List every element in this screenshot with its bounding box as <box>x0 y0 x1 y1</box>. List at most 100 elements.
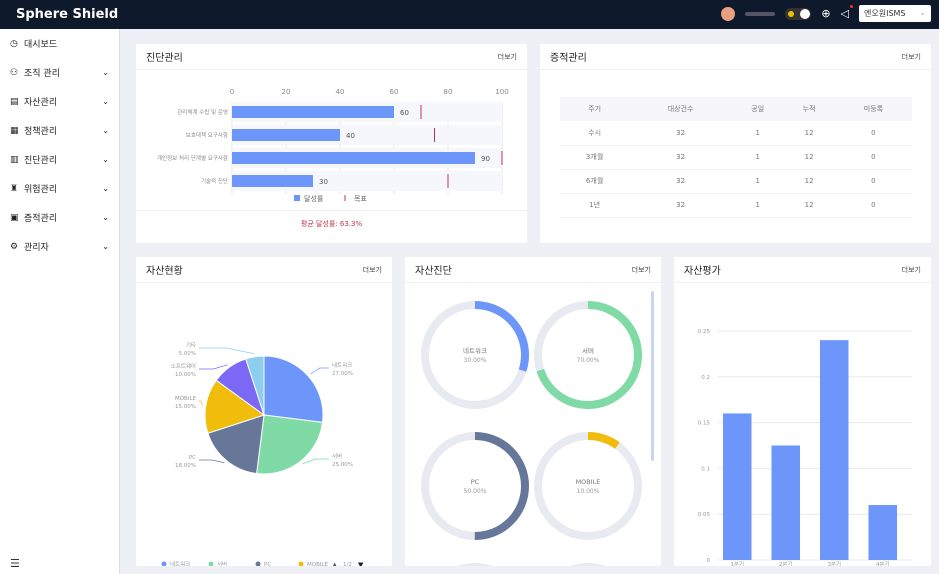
table-cell: 3개월 <box>560 145 630 170</box>
donut-label: 서버 <box>582 346 594 355</box>
sidebar-item-label: 증적관리 <box>24 214 58 224</box>
sidebar: ◷ 대시보드 ⚇ 조직 관리 ⌄ ▤ 자산관리 ⌄ ▦ 정책관리 ⌄ ▥ 진단관리 ⌄ ♜ 위험관리 ⌄ ▣ 증적관… <box>0 29 120 574</box>
table-row: 3개월 32 1 12 0 <box>560 145 912 170</box>
risk-icon: ♜ <box>10 183 19 194</box>
chevron-down-icon: ⌄ <box>102 97 109 106</box>
scrollbar[interactable] <box>651 291 654 461</box>
sidebar-item[interactable]: ⚇ 조직 관리 ⌄ <box>0 58 119 87</box>
gear-icon: ⚙ <box>10 241 19 252</box>
sidebar-item-label: 진단관리 <box>24 156 58 166</box>
legend-label: MOBILE <box>307 562 329 566</box>
x-tick-label: 20 <box>282 88 291 96</box>
table-cell: 12 <box>783 145 835 170</box>
legend-label: 네트워크 <box>170 560 190 566</box>
user-avatar[interactable] <box>721 6 736 21</box>
legend-swatch <box>298 561 304 566</box>
sidebar-item-label: 대시보드 <box>24 40 58 50</box>
collapse-sidebar-icon[interactable]: ☰ <box>10 557 20 570</box>
sidebar-item-label: 조직 관리 <box>24 69 60 79</box>
table-cell: 0 <box>834 145 912 170</box>
pie-slice <box>245 355 265 416</box>
table-cell: 32 <box>629 121 732 146</box>
pie-slice <box>256 414 324 475</box>
evidence-card: 증적관리 더보기 주기 대상건수 공일 누적 미등록 수시 32 1 12 0 3개월 32 1 12 0 6개… <box>540 44 931 243</box>
sidebar-item[interactable]: ▤ 자산관리 ⌄ <box>0 87 119 116</box>
legend-label: 목표 <box>354 195 367 203</box>
sidebar-item[interactable]: ♜ 위험관리 ⌄ <box>0 174 119 203</box>
card-title: 자산진단 <box>415 266 452 277</box>
table-cell: 1 <box>731 193 784 218</box>
donut-value: 70.00% <box>577 357 600 364</box>
leader-line <box>199 347 255 355</box>
x-tick-label: 60 <box>390 88 399 96</box>
asset-diag-card: 자산진단 더보기 네트워크 30.00% 서버 70.00% PC 50.00% MOBILE… <box>405 257 661 566</box>
more-button[interactable]: 더보기 <box>631 265 651 274</box>
chevron-down-icon: ⌄ <box>102 126 109 135</box>
sidebar-item[interactable]: ⚙ 관리자 ⌄ <box>0 232 119 261</box>
asset-eval-card: 자산평가 더보기 0 0.05 0.1 0.15 0.2 0.25 1분기 2분기 3분기 4분기 <box>674 257 931 566</box>
x-tick-label: 100 <box>495 88 508 96</box>
app-logo[interactable]: Sphere Shield <box>16 7 119 22</box>
y-tick-label: 0.15 <box>698 421 711 427</box>
more-button[interactable]: 더보기 <box>901 52 921 61</box>
bar <box>771 445 800 560</box>
x-tick-label: 4분기 <box>876 560 890 566</box>
column-header: 대상건수 <box>629 97 732 121</box>
asset-status-card: 자산현황 더보기 네트워크 27.00% 서버 25.00% PC 18.00% MOBILE… <box>136 257 392 566</box>
table-row: 1년 32 1 12 0 <box>560 193 912 218</box>
table-cell: 0 <box>834 193 912 218</box>
org-select[interactable]: 엔오원ISMS ⌄ <box>859 5 931 22</box>
sidebar-item[interactable]: ◷ 대시보드 <box>0 29 119 58</box>
diag-card: 진단관리 더보기 0 20 40 60 80 100 관리체계 수립 및 운영 60 보호대책 요… <box>136 44 527 243</box>
table-row: 6개월 32 1 12 0 <box>560 169 912 194</box>
notification-icon[interactable]: ◁ <box>841 5 853 20</box>
table-cell: 32 <box>629 145 732 170</box>
diagnosis-icon: ▥ <box>10 154 19 165</box>
y-tick-label: 0.25 <box>698 329 711 335</box>
table-cell: 1 <box>731 121 784 146</box>
x-tick-label: 0 <box>230 88 234 96</box>
donut-label: 네트워크 <box>463 346 487 355</box>
y-tick-label: 0.05 <box>698 512 711 518</box>
asset-eval-chart: 0 0.05 0.1 0.15 0.2 0.25 1분기 2분기 3분기 4분기 <box>698 329 912 566</box>
table-cell: 32 <box>629 193 732 218</box>
theme-toggle[interactable] <box>785 7 812 20</box>
leader-line <box>199 400 204 406</box>
org-icon: ⚇ <box>10 67 19 78</box>
y-tick-label: 관리체계 수립 및 운영 <box>177 108 228 116</box>
slice-label: PC <box>189 455 196 461</box>
legend-page: 1/2 <box>343 562 352 566</box>
legend-label: PC <box>264 562 271 566</box>
policy-icon: ▦ <box>10 125 19 136</box>
evidence-icon: ▣ <box>10 212 19 223</box>
donut-arc <box>421 432 529 540</box>
column-header: 주기 <box>560 97 630 121</box>
leader-line <box>199 364 228 370</box>
sidebar-item-label: 위험관리 <box>24 185 58 195</box>
table-row: 수시 32 1 12 0 <box>560 121 912 146</box>
more-button[interactable]: 더보기 <box>362 265 382 274</box>
chevron-down-icon: ⌄ <box>102 68 109 77</box>
y-tick-label: 0.2 <box>701 375 710 381</box>
legend-prev-icon: ▲ <box>332 561 338 566</box>
donut-label: MOBILE <box>576 478 601 486</box>
more-button[interactable]: 더보기 <box>497 52 517 61</box>
globe-icon[interactable]: ⊕ <box>821 7 831 20</box>
x-tick-label: 40 <box>336 88 345 96</box>
legend-swatch <box>208 561 214 566</box>
bar <box>820 340 849 560</box>
bar <box>723 413 752 560</box>
bar <box>232 152 475 164</box>
sidebar-item-label: 정책관리 <box>24 127 58 137</box>
donut-arc <box>421 301 529 409</box>
sidebar-item[interactable]: ▦ 정책관리 ⌄ <box>0 116 119 145</box>
table-cell: 12 <box>783 193 835 218</box>
table-cell: 0 <box>834 121 912 146</box>
sidebar-item[interactable]: ▣ 증적관리 ⌄ <box>0 203 119 232</box>
chevron-down-icon: ⌄ <box>102 242 109 251</box>
slice-value: 25.00% <box>332 462 353 468</box>
more-button[interactable]: 더보기 <box>901 265 921 274</box>
chevron-down-icon: ⌄ <box>919 8 926 17</box>
legend-label: 달성률 <box>304 194 324 203</box>
sidebar-item[interactable]: ▥ 진단관리 ⌄ <box>0 145 119 174</box>
